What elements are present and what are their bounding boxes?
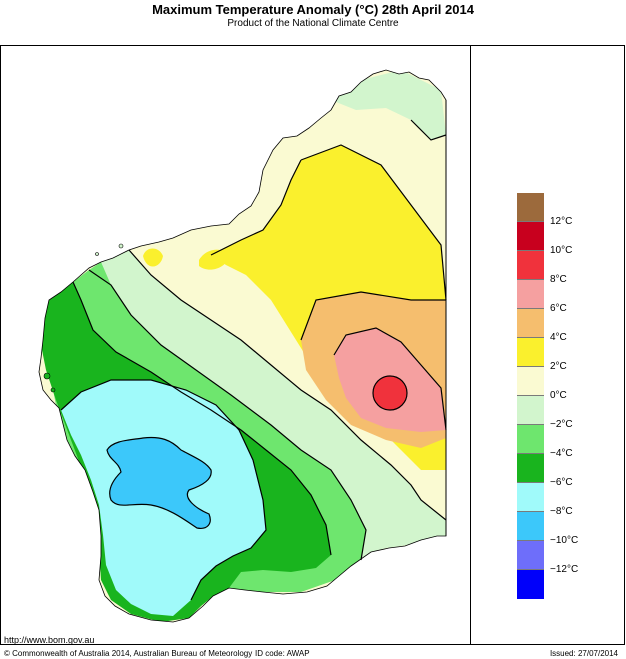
footer-copyright: © Commonwealth of Australia 2014, Austra… [4,649,253,658]
legend-swatch [517,280,544,309]
legend-swatch [517,309,544,338]
legend-label: 6°C [550,303,567,314]
footer-id-code: ID code: AWAP [255,649,310,658]
legend-swatch [517,396,544,425]
legend-swatch [517,251,544,280]
legend-swatch [517,541,544,570]
legend-label: 0°C [550,390,567,401]
island [95,252,99,256]
contour-lines [60,119,447,601]
map-title: Maximum Temperature Anomaly (°C) 28th Ap… [152,2,474,17]
legend-swatch [517,483,544,512]
map-frame [0,45,625,645]
legend-label: −4°C [550,448,573,459]
legend-swatch [517,570,544,599]
legend-swatch [517,193,544,222]
footer-url[interactable]: http://www.bom.gov.au [4,635,95,645]
legend-label: 2°C [550,361,567,372]
legend-label: 4°C [550,332,567,343]
legend-swatch [517,222,544,251]
legend-swatch [517,425,544,454]
legend-swatch [517,512,544,541]
legend-label: −2°C [550,419,573,430]
legend-swatch [517,367,544,396]
map-subtitle: Product of the National Climate Centre [227,18,399,29]
legend-label: −10°C [550,535,579,546]
anomaly-map [1,46,470,644]
legend-label: −8°C [550,506,573,517]
legend-divider [470,45,471,645]
island [50,387,56,393]
legend-label: 10°C [550,245,573,256]
legend-swatch [517,454,544,483]
legend-label: 12°C [550,216,573,227]
footer-issued: Issued: 27/07/2014 [549,649,618,658]
legend-swatch [517,338,544,367]
legend-label: 8°C [550,274,567,285]
island [118,243,124,249]
legend-label: −12°C [550,564,579,575]
island [43,372,51,380]
color-legend [517,193,544,599]
legend-label: −6°C [550,477,573,488]
